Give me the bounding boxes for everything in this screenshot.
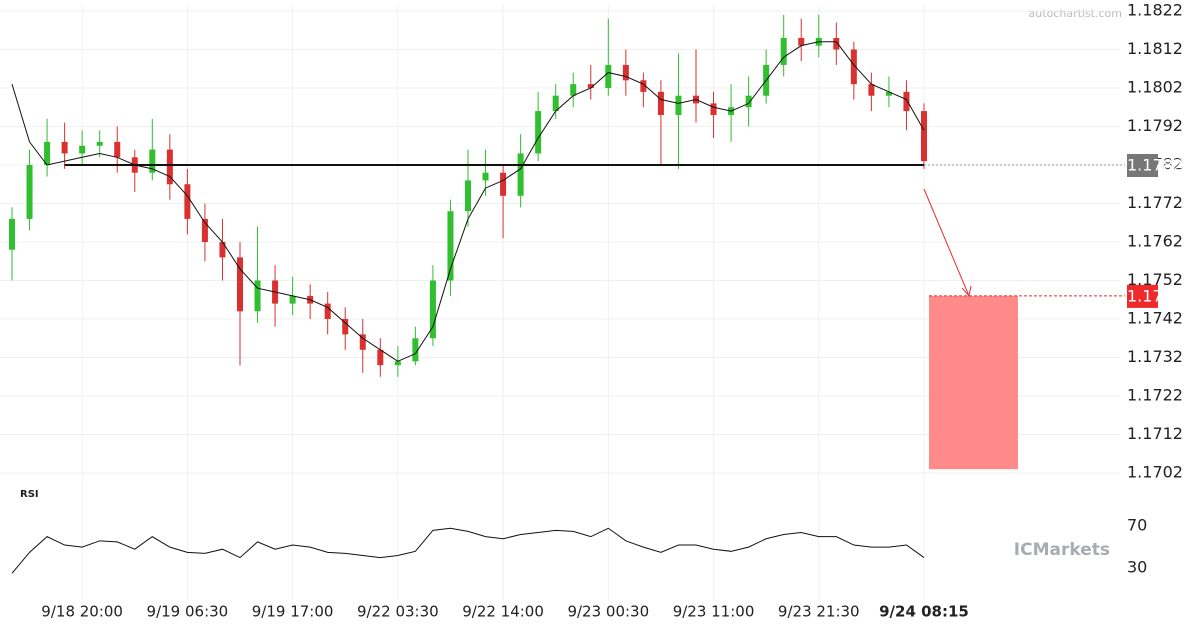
rsi-tick-label: 70 xyxy=(1127,516,1147,535)
y-tick-label: 1.1752 xyxy=(1127,270,1183,289)
y-tick-label: 1.1792 xyxy=(1127,116,1183,135)
candle-body xyxy=(745,95,752,108)
candle-body xyxy=(447,211,454,281)
candle-body xyxy=(254,280,261,312)
candle-body xyxy=(412,338,419,362)
candle-body xyxy=(640,80,647,92)
candle-body xyxy=(114,141,121,158)
y-tick-label: 1.1772 xyxy=(1127,193,1183,212)
candle-body xyxy=(780,37,787,65)
x-tick-label: 9/23 00:30 xyxy=(567,603,649,621)
logo: ICMarkets xyxy=(1014,540,1110,560)
candle-body xyxy=(921,111,927,162)
level-label-box xyxy=(1127,154,1158,177)
x-tick-label: 9/23 21:30 xyxy=(778,603,860,621)
candle-body xyxy=(500,172,507,196)
candle-body xyxy=(903,91,910,112)
candle-body xyxy=(465,180,471,212)
x-tick-label: 9/24 08:15 xyxy=(879,603,969,621)
x-tick-label: 9/23 11:00 xyxy=(673,603,755,621)
candle-body xyxy=(359,334,366,350)
y-tick-label: 1.1702 xyxy=(1127,463,1183,482)
level-label: 1.1782 xyxy=(1127,156,1183,175)
x-tick-label: 9/18 20:00 xyxy=(41,603,123,621)
candle-body xyxy=(605,64,612,88)
y-tick-label: 1.1802 xyxy=(1127,78,1183,97)
candle-body xyxy=(850,49,857,85)
candle-body xyxy=(44,141,51,165)
candle-body xyxy=(219,242,226,258)
candle-body xyxy=(622,64,629,81)
candle-body xyxy=(9,218,15,250)
candle-body xyxy=(324,303,331,319)
candle-body xyxy=(149,149,156,173)
moving-average xyxy=(11,41,925,362)
candle-body xyxy=(184,184,191,219)
y-tick-label: 1.1722 xyxy=(1127,386,1183,405)
y-tick-label: 1.1712 xyxy=(1127,424,1183,443)
candle-body xyxy=(26,165,33,219)
candle-body xyxy=(237,257,243,312)
candle-body xyxy=(885,91,892,96)
y-tick-label: 1.1812 xyxy=(1127,39,1183,58)
candle-body xyxy=(535,111,542,154)
candle-body xyxy=(868,84,875,96)
candle-body xyxy=(342,319,349,335)
rsi-line xyxy=(11,527,925,574)
x-tick-label: 9/22 14:00 xyxy=(462,603,544,621)
candle-body xyxy=(798,37,805,46)
candle-body xyxy=(377,349,384,366)
candle-body xyxy=(587,84,594,88)
candle-body xyxy=(96,141,103,146)
target-zone xyxy=(929,295,1018,470)
target-label: 1.1748 xyxy=(1127,286,1183,305)
candle-body xyxy=(429,280,436,339)
candle-body xyxy=(289,295,296,304)
candle-body xyxy=(833,37,840,50)
candle-body xyxy=(482,172,489,181)
y-tick-label: 1.1822 xyxy=(1127,1,1183,20)
x-tick-label: 9/19 17:00 xyxy=(252,603,334,621)
candle-body xyxy=(201,218,208,242)
y-tick-label: 1.1762 xyxy=(1127,232,1183,251)
candle-body xyxy=(710,103,717,115)
candle-body xyxy=(394,361,401,366)
candle-body xyxy=(570,84,577,96)
candle-body xyxy=(61,141,68,154)
target-label-box xyxy=(1127,284,1158,308)
watermark: autochartist.com xyxy=(1029,7,1122,20)
candle-body xyxy=(675,95,682,115)
y-tick-label: 1.1742 xyxy=(1127,309,1183,328)
y-tick-label: 1.1732 xyxy=(1127,347,1183,366)
candle-body xyxy=(552,95,559,112)
arrow-head xyxy=(961,285,972,297)
candle-body xyxy=(79,145,86,154)
x-tick-label: 9/19 06:30 xyxy=(147,603,229,621)
rsi-tick-label: 30 xyxy=(1127,558,1147,577)
x-tick-label: 9/22 03:30 xyxy=(357,603,439,621)
candle-body xyxy=(166,149,173,185)
candle-body xyxy=(517,153,524,196)
forecast-arrow xyxy=(923,188,970,297)
candle-body xyxy=(657,91,664,115)
rsi-title: RSI xyxy=(20,489,39,500)
